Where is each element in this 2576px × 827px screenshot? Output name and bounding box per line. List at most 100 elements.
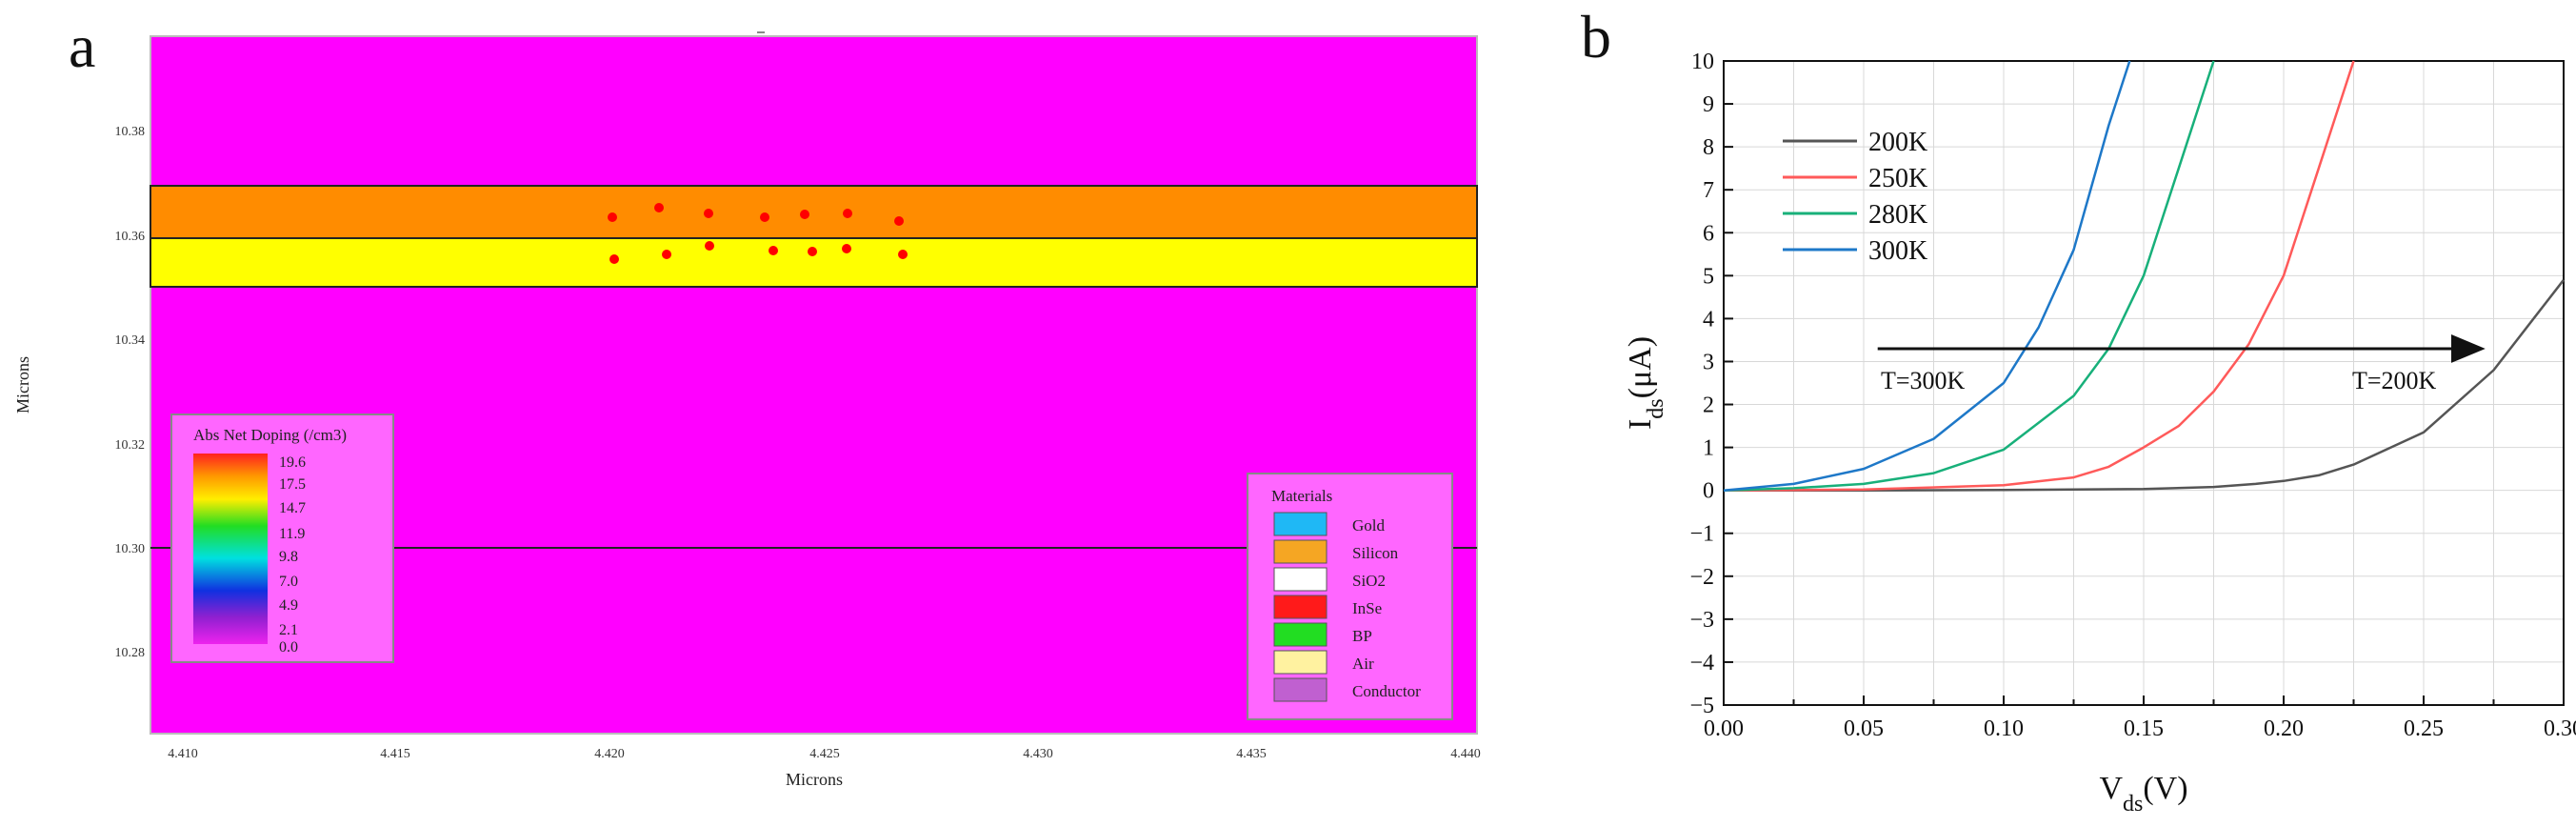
doping-tick: 0.0 bbox=[279, 639, 298, 656]
series-line-300K bbox=[1723, 60, 2131, 492]
doping-legend: Abs Net Doping (/cm3) 19.6 17.5 14.7 11.… bbox=[170, 414, 394, 663]
silicon-layer bbox=[150, 185, 1478, 239]
y-tick-label: 9 bbox=[1703, 92, 1714, 117]
y-tick-label: 10.28 bbox=[115, 646, 146, 660]
x-tick-label: 4.440 bbox=[1450, 747, 1481, 761]
doping-tick: 4.9 bbox=[279, 597, 298, 614]
material-label: Gold bbox=[1352, 516, 1386, 535]
panel-b-letter: b bbox=[1581, 3, 1611, 71]
y-axis-label: Ids(μA) bbox=[1623, 336, 1668, 430]
x-tick-label: 0.10 bbox=[1984, 716, 2024, 741]
x-axis-label-main: V bbox=[2099, 771, 2123, 806]
atom-dot bbox=[609, 254, 619, 264]
y-tick-label: 10.36 bbox=[115, 230, 146, 244]
material-label: InSe bbox=[1352, 599, 1382, 617]
material-swatch bbox=[1273, 512, 1328, 536]
grid bbox=[1723, 60, 2565, 706]
material-label: Air bbox=[1352, 655, 1374, 673]
atom-dot bbox=[769, 246, 778, 255]
panel-a-letter: a bbox=[69, 12, 95, 80]
material-label: SiO2 bbox=[1352, 572, 1386, 590]
y-tick-label: 10 bbox=[1691, 50, 1714, 74]
series-lines bbox=[1723, 60, 2565, 492]
x-tick-label: 4.420 bbox=[594, 747, 625, 761]
y-tick-label: −5 bbox=[1689, 694, 1714, 718]
material-label: Silicon bbox=[1352, 544, 1399, 562]
doping-tick: 2.1 bbox=[279, 622, 298, 638]
y-tick-label: 10.30 bbox=[115, 542, 146, 556]
atom-dot bbox=[894, 216, 904, 226]
atom-dot bbox=[843, 209, 852, 218]
y-tick-label: 7 bbox=[1703, 178, 1714, 203]
doping-color-bar bbox=[193, 454, 268, 644]
y-tick-label: −4 bbox=[1689, 651, 1714, 676]
atom-dot bbox=[800, 210, 809, 219]
x-tick-label: 4.410 bbox=[168, 747, 198, 761]
y-tick-label: 8 bbox=[1703, 135, 1714, 160]
atom-dot bbox=[898, 250, 908, 259]
legend: 200K 250K 280K 300K bbox=[1783, 128, 1927, 266]
y-tick-label: 5 bbox=[1703, 264, 1714, 289]
y-tick-label: 6 bbox=[1703, 221, 1714, 246]
y-axis-label-sub: ds bbox=[1644, 398, 1668, 418]
panel-b: b 0.00 0.05 0.10 0.15 0.20 0.25 0.30 −5 −4 −3 −2 −1… bbox=[1581, 3, 2576, 817]
atom-dots bbox=[608, 203, 908, 264]
y-tick-label: −2 bbox=[1689, 565, 1714, 590]
material-swatch bbox=[1273, 622, 1328, 647]
x-tick-label: 0.00 bbox=[1704, 716, 1744, 741]
material-swatch bbox=[1273, 595, 1328, 619]
doping-tick: 17.5 bbox=[279, 476, 306, 493]
y-tick-label: 2 bbox=[1703, 393, 1714, 418]
series-line-200K bbox=[1724, 279, 2565, 492]
material-label: BP bbox=[1352, 627, 1372, 645]
series-line-250K bbox=[1723, 60, 2355, 492]
doping-tick: 7.0 bbox=[279, 574, 298, 590]
panel-a-y-axis-label: Microns bbox=[13, 356, 32, 414]
x-axis-label-unit: (V) bbox=[2143, 771, 2187, 806]
legend-label-200K: 200K bbox=[1868, 128, 1927, 157]
doping-tick: 11.9 bbox=[279, 526, 305, 542]
panel-a: a 10.38 10.36 10.34 10.32 bbox=[13, 12, 1481, 789]
atom-dot bbox=[704, 209, 713, 218]
doping-legend-title: Abs Net Doping (/cm3) bbox=[193, 426, 347, 444]
annotation-t200: T=200K bbox=[2352, 367, 2437, 394]
material-swatch bbox=[1273, 650, 1328, 675]
atom-dot bbox=[842, 244, 851, 253]
legend-label-300K: 300K bbox=[1868, 236, 1927, 266]
panel-a-y-ticks: 10.38 10.36 10.34 10.32 10.30 10.28 bbox=[115, 125, 146, 660]
y-tick-label: −3 bbox=[1689, 608, 1714, 633]
atom-dot bbox=[808, 247, 817, 256]
x-axis-label: Vds(V) bbox=[2099, 771, 2187, 817]
y-tick-label: 4 bbox=[1703, 307, 1714, 332]
y-tick-label: 10.38 bbox=[115, 125, 146, 139]
x-tick-label: 0.05 bbox=[1844, 716, 1884, 741]
doping-tick: 19.6 bbox=[279, 454, 306, 471]
material-label: Conductor bbox=[1352, 682, 1421, 700]
x-tick-label: 0.15 bbox=[2124, 716, 2164, 741]
material-swatch bbox=[1273, 567, 1328, 592]
series-line-280K bbox=[1723, 60, 2215, 492]
material-swatch bbox=[1273, 677, 1328, 702]
atom-dot bbox=[662, 250, 671, 259]
x-tick-label: 0.30 bbox=[2544, 716, 2576, 741]
axis-ticks: 0.00 0.05 0.10 0.15 0.20 0.25 0.30 −5 −4 −3 −2 −1 0 1… bbox=[1689, 50, 2576, 741]
y-axis-label-unit: (μA) bbox=[1623, 336, 1658, 398]
y-tick-label: −1 bbox=[1689, 522, 1714, 547]
x-tick-label: 4.415 bbox=[380, 747, 410, 761]
atom-dot bbox=[608, 212, 617, 222]
y-tick-label: 1 bbox=[1703, 436, 1714, 461]
x-tick-label: 0.25 bbox=[2404, 716, 2444, 741]
y-tick-label: 10.32 bbox=[115, 438, 146, 453]
x-tick-label: 4.430 bbox=[1023, 747, 1053, 761]
y-tick-label: 0 bbox=[1703, 479, 1714, 504]
panel-a-x-ticks: 4.410 4.415 4.420 4.425 4.430 4.435 4.44… bbox=[168, 747, 1481, 761]
materials-legend: Materials Gold Silicon SiO2 InSe BP Air … bbox=[1247, 473, 1453, 720]
legend-label-280K: 280K bbox=[1868, 200, 1927, 230]
y-tick-label: 10.34 bbox=[115, 333, 146, 348]
doping-tick: 14.7 bbox=[279, 500, 306, 516]
atom-dot bbox=[760, 212, 769, 222]
atom-dot bbox=[654, 203, 664, 212]
x-tick-label: 4.435 bbox=[1236, 747, 1267, 761]
y-axis-label-main: I bbox=[1623, 419, 1658, 430]
